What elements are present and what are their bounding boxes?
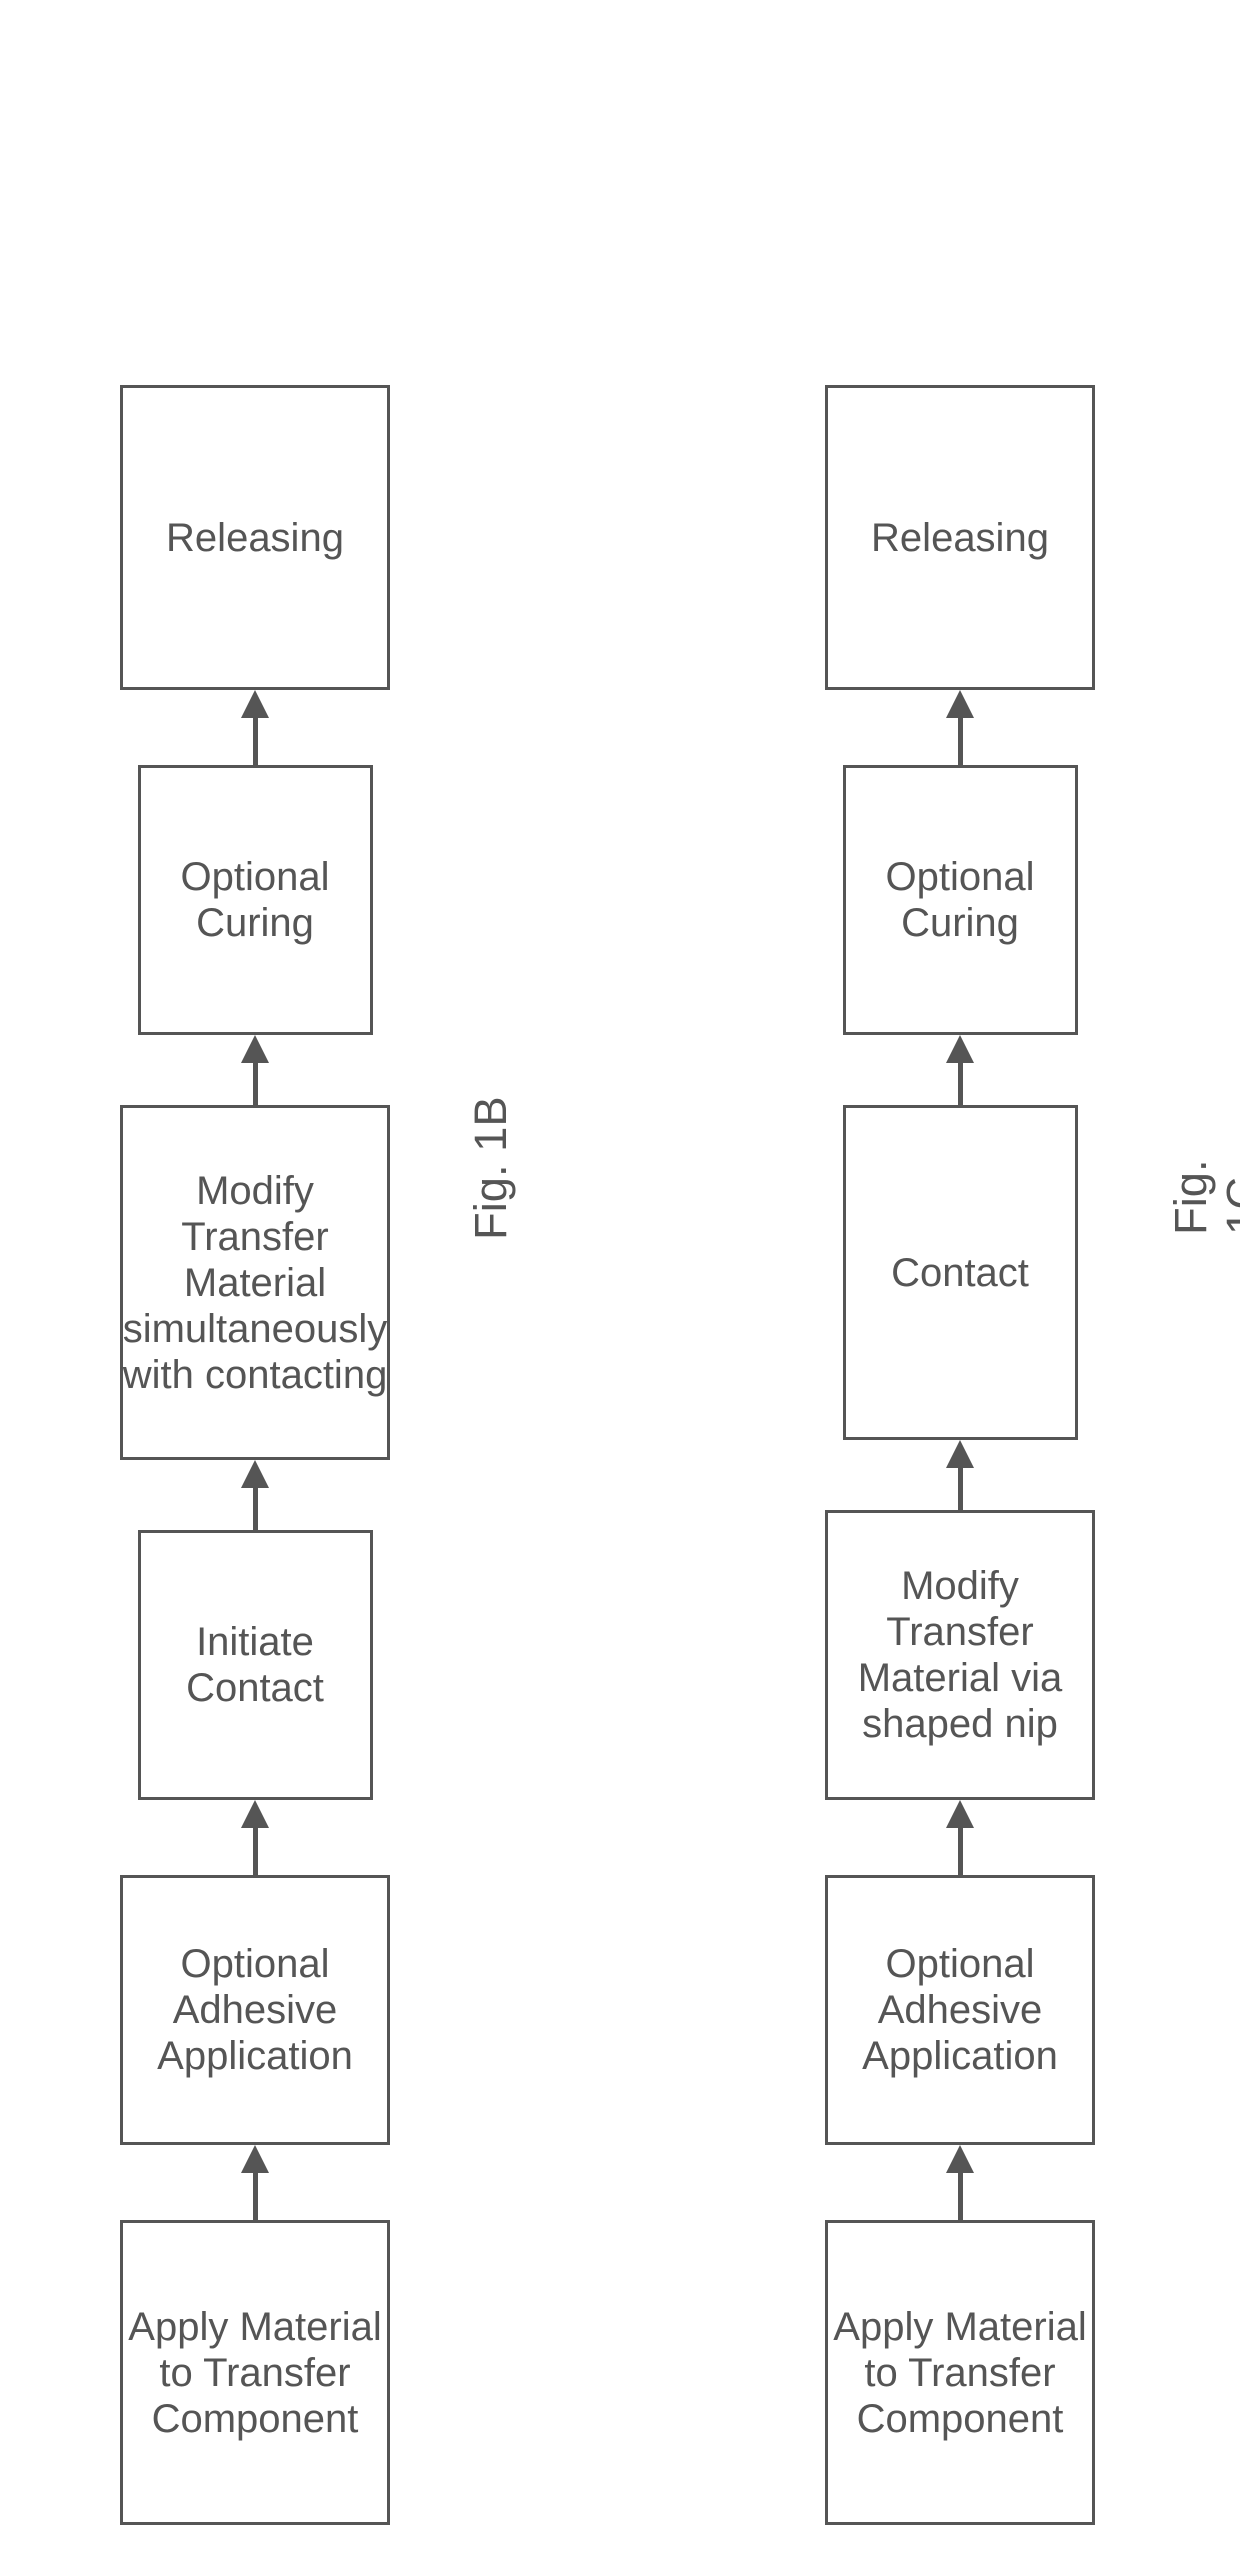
flow-box-b5: Optional Curing <box>138 765 373 1035</box>
figure-label: Fig. 1C <box>1165 1159 1240 1235</box>
flow-box-label: Releasing <box>166 515 344 561</box>
flow-arrow <box>940 2145 980 2220</box>
flow-box-c3: Modify Transfer Material via shaped nip <box>825 1510 1095 1800</box>
flow-arrow <box>940 1440 980 1510</box>
flow-box-label: Optional Curing <box>846 854 1075 946</box>
flow-box-label: Apply Material to Transfer Component <box>123 2304 387 2442</box>
flow-arrow <box>235 690 275 765</box>
flow-box-label: Contact <box>891 1250 1029 1296</box>
flow-arrow <box>940 1035 980 1105</box>
flow-arrow <box>940 1800 980 1875</box>
flowchart: Apply Material to Transfer Component Opti… <box>120 385 390 2525</box>
flow-arrow <box>235 1800 275 1875</box>
flow-box-label: Optional Adhesive Application <box>828 1941 1092 2079</box>
figure-label: Fig. 1B <box>465 1096 517 1240</box>
flow-box-label: Releasing <box>871 515 1049 561</box>
flow-box-c2: Optional Adhesive Application <box>825 1875 1095 2145</box>
flow-box-b2: Optional Adhesive Application <box>120 1875 390 2145</box>
flow-box-label: Apply Material to Transfer Component <box>828 2304 1092 2442</box>
flow-box-c1: Apply Material to Transfer Component <box>825 2220 1095 2525</box>
flow-box-b6: Releasing <box>120 385 390 690</box>
flow-box-c5: Optional Curing <box>843 765 1078 1035</box>
flow-arrow <box>940 690 980 765</box>
flow-box-label: Modify Transfer Material simultaneously … <box>123 1168 388 1398</box>
flow-arrow <box>235 2145 275 2220</box>
flow-box-b4: Modify Transfer Material simultaneously … <box>120 1105 390 1460</box>
flow-arrow <box>235 1035 275 1105</box>
flow-arrow <box>235 1460 275 1530</box>
flow-box-label: Initiate Contact <box>141 1619 370 1711</box>
flow-box-label: Optional Adhesive Application <box>123 1941 387 2079</box>
flow-box-c4: Contact <box>843 1105 1078 1440</box>
flow-box-b1: Apply Material to Transfer Component <box>120 2220 390 2525</box>
flowchart: Apply Material to Transfer Component Opti… <box>825 385 1095 2525</box>
flow-box-c6: Releasing <box>825 385 1095 690</box>
flow-box-b3: Initiate Contact <box>138 1530 373 1800</box>
flow-box-label: Modify Transfer Material via shaped nip <box>828 1563 1092 1747</box>
flow-box-label: Optional Curing <box>141 854 370 946</box>
